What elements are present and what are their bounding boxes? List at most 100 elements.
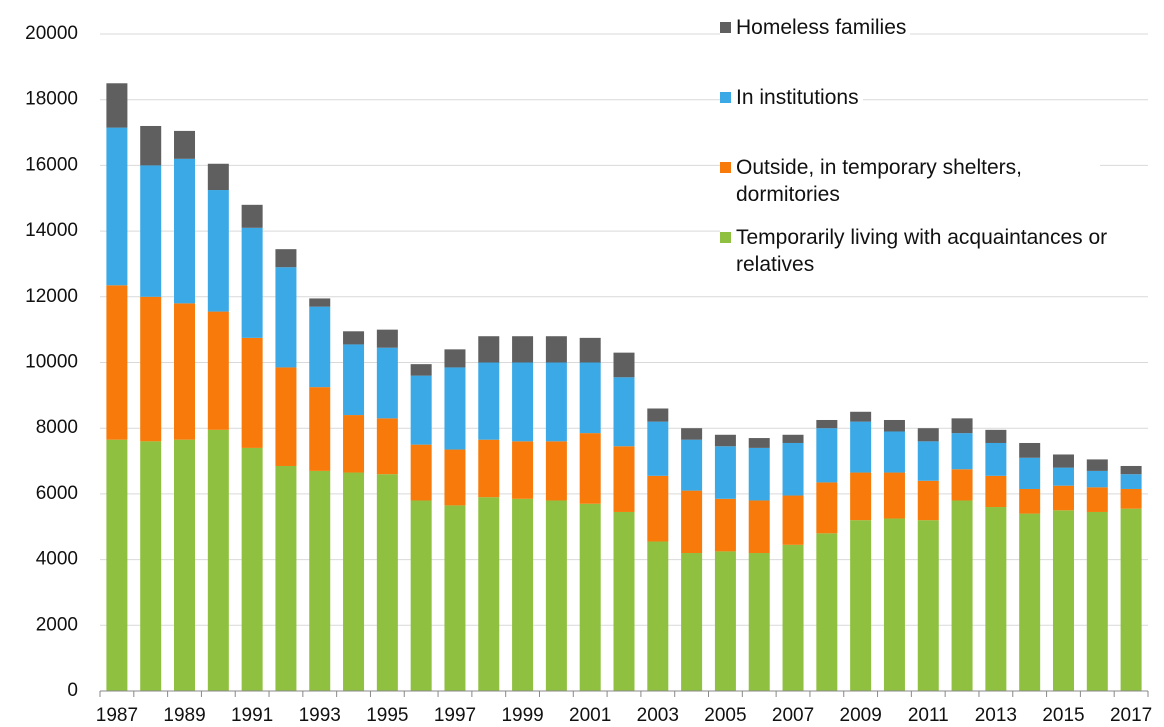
- y-tick-label: 6000: [36, 483, 78, 504]
- legend-label: Outside, in temporary shelters, dormitor…: [736, 156, 1022, 206]
- bar-segment: [985, 507, 1007, 691]
- bar-segment: [714, 434, 736, 447]
- y-tick-label: 0: [67, 680, 78, 701]
- bar-segment: [478, 497, 500, 691]
- bar-segment: [1120, 465, 1142, 475]
- bar-segment: [275, 267, 297, 368]
- bar-segment: [579, 337, 601, 363]
- bar-segment: [376, 418, 398, 475]
- bar-segment: [275, 249, 297, 268]
- bar-segment: [883, 472, 905, 519]
- x-tick-label: 1987: [96, 705, 138, 726]
- bar-segment: [816, 428, 838, 483]
- bar-segment: [309, 306, 331, 388]
- bar-segment: [1052, 467, 1074, 486]
- bar-segment: [106, 83, 128, 128]
- x-tick-label: 2011: [908, 705, 949, 726]
- bar-segment: [410, 500, 432, 691]
- bar-segment: [444, 349, 466, 368]
- bar-segment: [545, 500, 567, 691]
- bar-segment: [1019, 513, 1041, 691]
- bar-segment: [174, 130, 196, 159]
- bar-segment: [343, 472, 365, 691]
- bar-segment: [850, 411, 872, 422]
- bar-segment: [850, 472, 872, 521]
- bar-segment: [207, 163, 229, 191]
- y-tick-label: 12000: [25, 286, 78, 307]
- bar-segment: [512, 441, 534, 499]
- x-tick-label: 2009: [840, 705, 882, 726]
- legend-item: Homeless families: [720, 14, 911, 41]
- bar-segment: [1052, 510, 1074, 691]
- bar-segment: [343, 344, 365, 416]
- x-tick-label: 1995: [366, 705, 408, 726]
- bar-segment: [512, 362, 534, 442]
- bar-segment: [613, 352, 635, 378]
- bar-segment: [444, 367, 466, 450]
- bar-segment: [883, 419, 905, 432]
- y-tick-label: 18000: [25, 89, 78, 110]
- bar-segment: [579, 503, 601, 691]
- bar-segment: [140, 165, 162, 297]
- bar-segment: [816, 419, 838, 429]
- x-tick-label: 2013: [975, 705, 1017, 726]
- x-tick-label: 2015: [1042, 705, 1084, 726]
- bar-segment: [647, 421, 669, 476]
- legend-label: Homeless families: [736, 16, 907, 39]
- bar-segment: [275, 465, 297, 691]
- bar-segment: [579, 362, 601, 434]
- bar-segment: [207, 311, 229, 430]
- bar-segment: [850, 520, 872, 691]
- bar-segment: [985, 429, 1007, 443]
- bar-segment: [681, 553, 703, 691]
- bar-segment: [174, 439, 196, 691]
- bar-segment: [343, 331, 365, 345]
- bar-segment: [782, 434, 804, 443]
- legend-item: Outside, in temporary shelters, dormitor…: [720, 154, 1100, 208]
- x-tick-label: 1989: [163, 705, 205, 726]
- x-tick-label: 2017: [1110, 705, 1152, 726]
- bar-segment: [545, 441, 567, 501]
- legend-item: In institutions: [720, 84, 863, 111]
- legend-item: Temporarily living with acquaintances or…: [720, 224, 1160, 278]
- bar-segment: [343, 415, 365, 473]
- legend-swatch: [720, 232, 731, 243]
- bar-segment: [309, 387, 331, 471]
- bar-segment: [241, 337, 263, 448]
- bar-segment: [140, 441, 162, 691]
- bar-segment: [1120, 474, 1142, 489]
- bar-segment: [410, 444, 432, 501]
- bar-segment: [444, 505, 466, 691]
- bar-segment: [985, 475, 1007, 508]
- bar-segment: [1120, 508, 1142, 691]
- x-tick-label: 1993: [299, 705, 341, 726]
- bar-segment: [1019, 457, 1041, 489]
- bar-segment: [1086, 459, 1108, 471]
- bar-segment: [207, 429, 229, 691]
- bar-segment: [647, 408, 669, 422]
- x-tick-label: 1997: [434, 705, 476, 726]
- bar-segment: [951, 469, 973, 501]
- bar-segment: [376, 329, 398, 348]
- y-tick-label: 14000: [25, 220, 78, 241]
- bar-segment: [1052, 485, 1074, 511]
- bar-segment: [1019, 442, 1041, 458]
- bar-segment: [917, 428, 939, 442]
- bar-segment: [782, 442, 804, 496]
- bar-segment: [883, 518, 905, 691]
- bar-segment: [917, 480, 939, 521]
- bar-segment: [309, 470, 331, 691]
- bar-segment: [816, 533, 838, 691]
- bar-segment: [512, 336, 534, 363]
- bar-segment: [106, 439, 128, 691]
- legend-swatch: [720, 92, 731, 103]
- bar-segment: [951, 418, 973, 434]
- bar-segment: [241, 204, 263, 228]
- bar-segment: [545, 362, 567, 442]
- bar-segment: [478, 336, 500, 363]
- legend-swatch: [720, 22, 731, 33]
- bar-segment: [748, 438, 770, 448]
- bar-segment: [275, 367, 297, 466]
- bar-segment: [681, 428, 703, 440]
